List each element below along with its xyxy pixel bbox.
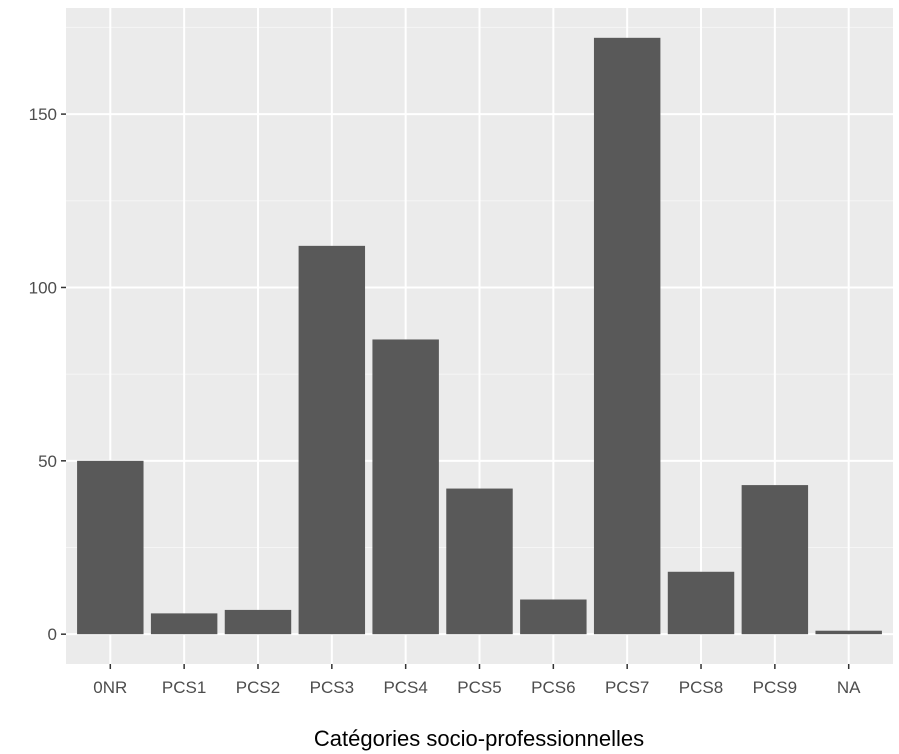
bar-pcs7	[593, 37, 661, 635]
y-tick-label: 0	[48, 625, 57, 644]
bar-0nr	[77, 460, 144, 635]
bar-na	[815, 630, 882, 635]
y-axis-ticks: 0 50 100 150	[29, 105, 66, 644]
bar-pcs2	[224, 609, 292, 635]
bar-pcs5	[446, 488, 513, 635]
x-tick-label: NA	[837, 678, 861, 697]
bar-pcs3	[298, 245, 366, 635]
x-axis-title: Catégories socio-professionnelles	[314, 726, 644, 751]
y-tick-label: 100	[29, 278, 57, 297]
bar-pcs6	[520, 599, 587, 635]
major-gridlines	[66, 8, 893, 664]
bars	[77, 37, 882, 635]
bar-pcs8	[667, 571, 735, 635]
bar-pcs9	[741, 485, 809, 635]
bar-pcs1	[150, 613, 218, 635]
x-axis-ticks: 0NR PCS1 PCS2 PCS3 PCS4 PCS5 PCS6 PCS7 PCS8 PCS9 N…	[93, 664, 861, 697]
bar-pcs4	[372, 339, 439, 635]
y-tick-label: 150	[29, 105, 57, 124]
x-tick-label: 0NR	[93, 678, 127, 697]
x-tick-label: PCS4	[383, 678, 427, 697]
y-tick-label: 50	[38, 452, 57, 471]
x-tick-label: PCS2	[236, 678, 280, 697]
x-tick-label: PCS8	[679, 678, 723, 697]
x-tick-label: PCS7	[605, 678, 649, 697]
x-tick-label: PCS3	[310, 678, 354, 697]
x-tick-label: PCS9	[753, 678, 797, 697]
x-tick-label: PCS6	[531, 678, 575, 697]
x-tick-label: PCS1	[162, 678, 206, 697]
x-tick-label: PCS5	[457, 678, 501, 697]
